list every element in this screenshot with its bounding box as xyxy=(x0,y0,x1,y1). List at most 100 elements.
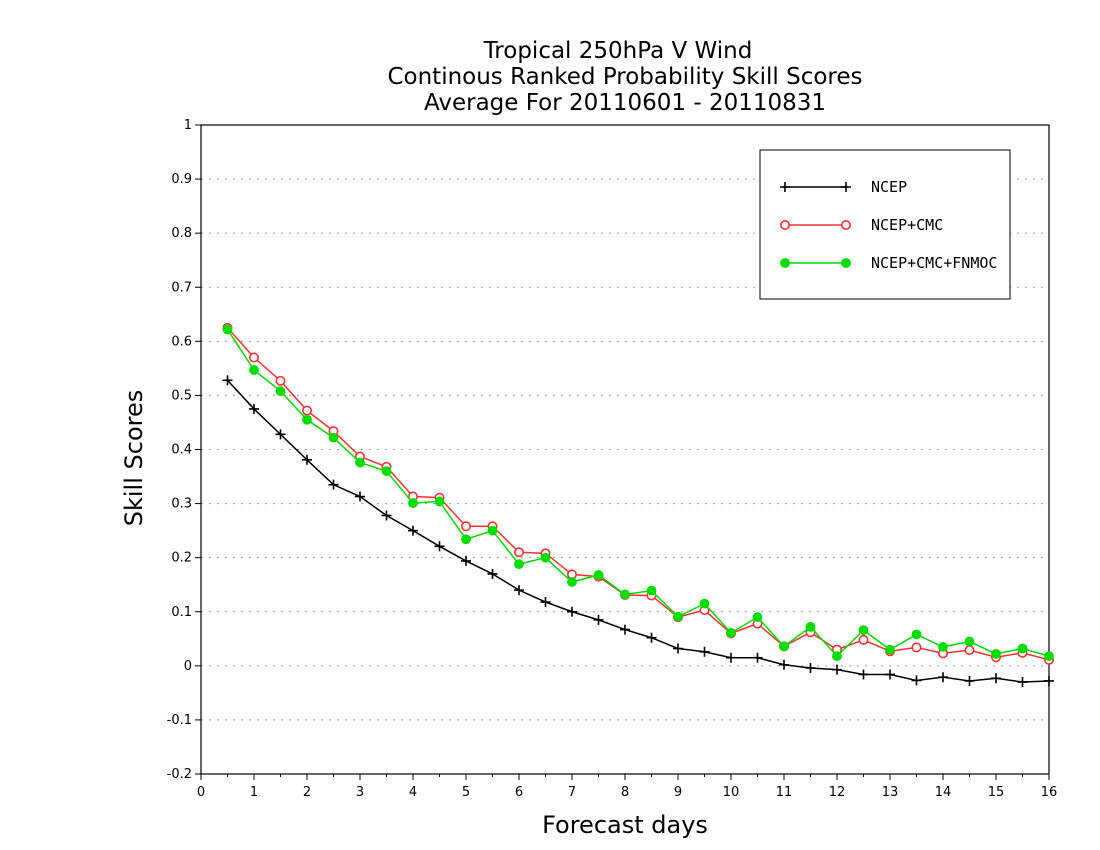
x-tick-label: 12 xyxy=(829,785,846,800)
series-ncep xyxy=(222,375,1054,688)
x-axis-label: Forecast days xyxy=(542,811,708,839)
data-point xyxy=(222,375,233,386)
x-tick-label: 14 xyxy=(935,785,952,800)
x-tick-label: 15 xyxy=(988,785,1005,800)
data-point xyxy=(302,414,312,425)
x-tick-label: 8 xyxy=(621,785,629,800)
data-point xyxy=(408,525,418,536)
y-tick-label: -0.1 xyxy=(167,713,192,728)
data-point xyxy=(567,606,577,617)
data-point xyxy=(222,324,233,335)
data-point xyxy=(646,585,657,596)
x-tick-label: 7 xyxy=(568,785,576,800)
data-point xyxy=(249,352,260,363)
data-point xyxy=(514,585,524,596)
data-point xyxy=(301,405,312,416)
legend: NCEP NCEP+CMC NCEP+CMC+FNMOC xyxy=(759,149,1011,300)
series-line xyxy=(226,379,1050,683)
data-point xyxy=(699,646,710,657)
x-tick-label: 11 xyxy=(776,785,793,800)
data-point xyxy=(673,643,683,654)
data-point xyxy=(514,559,524,570)
data-point xyxy=(805,662,816,673)
data-point xyxy=(991,649,1001,659)
data-point xyxy=(885,644,895,655)
data-point xyxy=(328,479,339,490)
series-ncep-cmc-fnmoc xyxy=(222,324,1054,661)
data-point xyxy=(461,555,471,566)
legend-entry: NCEP xyxy=(780,178,907,196)
data-point xyxy=(593,614,604,625)
data-point xyxy=(249,403,259,414)
legend-label: NCEP+CMC+FNMOC xyxy=(871,254,997,272)
x-tick-label: 1 xyxy=(250,785,258,800)
data-point xyxy=(302,454,312,465)
data-point xyxy=(460,521,471,532)
y-tick-label: 0.6 xyxy=(171,334,192,349)
legend-entry: NCEP+CMC+FNMOC xyxy=(780,254,997,272)
data-point xyxy=(487,568,498,579)
data-point xyxy=(779,641,789,652)
y-tick-label: 0.3 xyxy=(171,497,192,512)
data-point xyxy=(1044,675,1054,686)
data-point xyxy=(726,627,736,638)
y-axis-label: Skill Scores xyxy=(120,390,148,527)
data-point xyxy=(964,636,975,647)
data-point xyxy=(381,510,392,521)
data-point xyxy=(275,429,286,440)
y-tick-label: 0.8 xyxy=(171,226,192,241)
data-point xyxy=(620,589,630,600)
data-point xyxy=(355,457,365,468)
legend-marker xyxy=(840,220,851,231)
data-series xyxy=(222,322,1055,688)
series-ncep-cmc xyxy=(222,322,1055,665)
data-point xyxy=(487,525,498,536)
data-point xyxy=(752,652,763,663)
data-point xyxy=(858,634,869,645)
data-point xyxy=(885,669,895,680)
data-point xyxy=(275,386,286,396)
data-point xyxy=(646,632,657,643)
data-point xyxy=(832,664,842,675)
data-point xyxy=(964,645,975,656)
x-tick-label: 6 xyxy=(515,785,523,800)
x-tick-label: 0 xyxy=(197,785,205,800)
legend-marker xyxy=(780,182,790,192)
data-point xyxy=(938,642,948,652)
data-point xyxy=(858,669,869,680)
data-point xyxy=(1017,677,1028,688)
x-tick-label: 9 xyxy=(674,785,682,800)
data-point xyxy=(911,675,922,686)
data-point xyxy=(805,621,816,632)
data-point xyxy=(593,570,604,580)
data-point xyxy=(699,598,710,609)
data-point xyxy=(540,552,551,563)
y-tick-label: 0.9 xyxy=(171,172,192,187)
data-point xyxy=(381,466,392,477)
title-line-3: Average For 20110601 - 20110831 xyxy=(424,90,826,116)
data-point xyxy=(858,625,869,636)
data-point xyxy=(434,541,445,552)
data-point xyxy=(991,673,1001,684)
legend-marker xyxy=(779,220,790,231)
legend-marker xyxy=(841,258,851,268)
legend-marker xyxy=(780,258,790,268)
data-point xyxy=(355,491,365,502)
data-point xyxy=(752,612,763,623)
y-tick-label: 0 xyxy=(184,659,192,674)
x-tick-label: 13 xyxy=(882,785,899,800)
axes-ticks: -0.2-0.100.10.20.30.40.50.60.70.80.910 1 2… xyxy=(167,118,1058,800)
y-tick-label: 1 xyxy=(184,118,192,133)
x-tick-label: 16 xyxy=(1041,785,1058,800)
data-point xyxy=(461,534,471,545)
data-point xyxy=(673,611,683,622)
data-point xyxy=(249,365,259,375)
x-tick-label: 10 xyxy=(723,785,740,800)
data-point xyxy=(911,629,922,640)
data-point xyxy=(726,652,736,663)
x-tick-label: 4 xyxy=(409,785,417,800)
y-tick-label: 0.5 xyxy=(171,388,192,403)
data-point xyxy=(328,432,339,443)
y-tick-label: 0.1 xyxy=(171,605,192,620)
